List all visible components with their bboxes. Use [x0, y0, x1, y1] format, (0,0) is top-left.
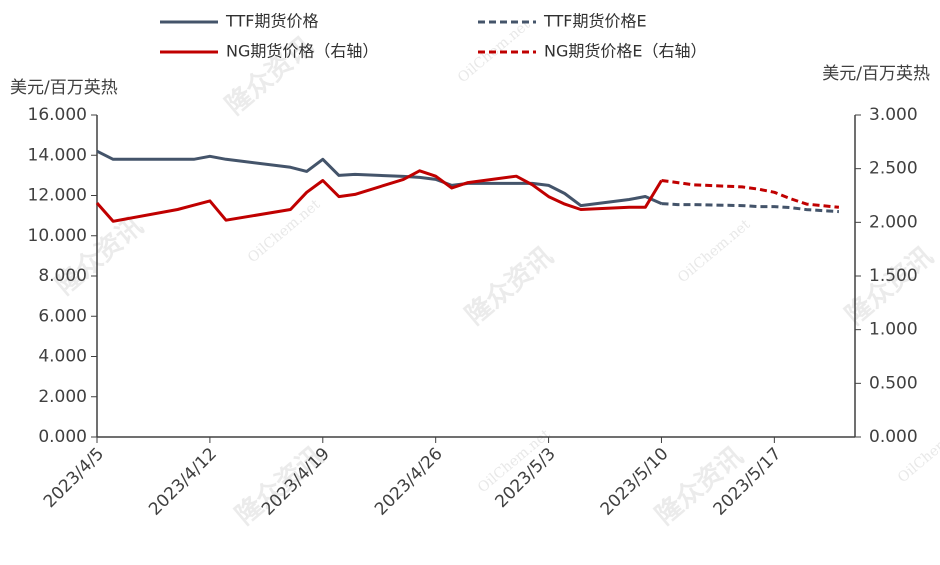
y2-tick-label: 1.000 — [869, 320, 918, 340]
legend-label: TTF期货价格E — [543, 12, 647, 31]
y2-axis-label: 美元/百万英热 — [822, 64, 930, 84]
x-tick-label: 2023/4/12 — [145, 444, 221, 520]
series-line — [95, 169, 663, 223]
legend-label: TTF期货价格 — [225, 12, 318, 31]
watermark: 隆众资讯 — [460, 241, 559, 331]
y-tick-label: 14.000 — [28, 145, 87, 165]
y-tick-label: 6.000 — [38, 306, 87, 326]
y-tick-label: 2.000 — [38, 387, 87, 407]
y2-tick-label: 1.500 — [869, 266, 918, 286]
y2-tick-label: 3.000 — [869, 105, 918, 125]
legend-label: NG期货价格（右轴） — [226, 42, 378, 61]
watermark: 隆众资讯 — [50, 211, 149, 301]
y-tick-label: 0.000 — [38, 427, 87, 447]
x-tick-label: 2023/4/5 — [40, 444, 108, 512]
y2-tick-label: 2.500 — [869, 159, 918, 179]
y-tick-label: 12.000 — [28, 186, 87, 206]
y-tick-label: 4.000 — [38, 347, 87, 367]
y-axis-label: 美元/百万英热 — [10, 78, 118, 98]
y-tick-label: 16.000 — [28, 105, 87, 125]
series-line — [661, 202, 839, 214]
watermark: OilChem.net — [675, 216, 754, 286]
y2-tick-label: 0.500 — [869, 373, 918, 393]
y-tick-label: 10.000 — [28, 226, 87, 246]
x-tick-label: 2023/4/26 — [371, 444, 447, 520]
y2-tick-label: 0.000 — [869, 427, 918, 447]
watermark: OilChem.net — [245, 196, 324, 266]
series-line — [96, 149, 663, 208]
y2-tick-label: 2.000 — [869, 212, 918, 232]
y-tick-label: 8.000 — [38, 266, 87, 286]
legend-label: NG期货价格E（右轴） — [544, 42, 706, 61]
